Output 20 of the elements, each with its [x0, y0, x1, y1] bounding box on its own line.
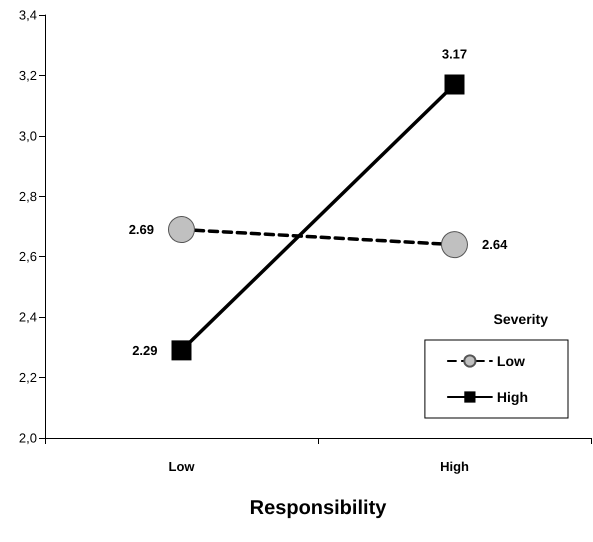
legend-label: High	[496, 389, 528, 405]
y-tick-label: 2,6	[18, 249, 37, 264]
data-label: 2.64	[482, 237, 508, 252]
y-tick-label: 2,4	[18, 310, 37, 325]
legend-label: Low	[496, 353, 525, 369]
point	[172, 340, 192, 360]
point	[441, 231, 468, 258]
point	[168, 216, 195, 244]
data-label: 2.29	[132, 342, 158, 358]
y-tick-label: 3,0	[18, 128, 37, 144]
y-tick-label: 2,2	[18, 370, 37, 386]
y-tick-label: 2,0	[18, 430, 37, 446]
legend-title: Severity	[494, 311, 548, 327]
x-axis-title: Responsibility	[250, 497, 388, 519]
data-label: 2.69	[128, 222, 154, 238]
y-tick-label: 3,2	[18, 68, 37, 83]
y-tick-label: 2,8	[18, 188, 37, 204]
data-label: 3.17	[442, 46, 468, 62]
point	[444, 74, 464, 94]
y-tick-label: 3,4	[18, 8, 37, 22]
